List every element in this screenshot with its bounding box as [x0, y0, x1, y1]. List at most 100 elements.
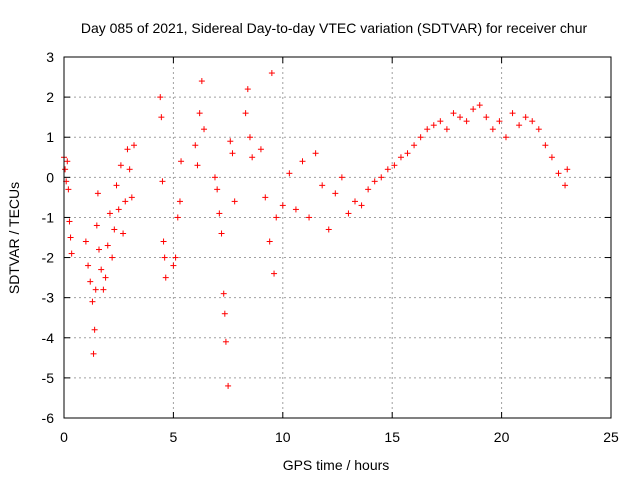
data-point — [216, 210, 223, 217]
data-point — [371, 178, 378, 185]
x-tick-label: 25 — [603, 429, 619, 445]
data-point — [509, 110, 516, 117]
data-point — [178, 158, 185, 165]
data-point — [273, 214, 280, 221]
data-point — [218, 230, 225, 237]
data-point — [516, 122, 523, 129]
data-point — [192, 142, 199, 149]
data-point — [66, 218, 73, 225]
data-point — [128, 194, 135, 201]
data-point — [548, 154, 555, 161]
data-point — [159, 178, 166, 185]
data-point — [286, 170, 293, 177]
data-point — [476, 102, 483, 109]
data-point — [222, 338, 229, 345]
data-point — [231, 198, 238, 205]
chart-title: Day 085 of 2021, Sidereal Day-to-day VTE… — [81, 20, 588, 36]
x-tick-label: 10 — [275, 429, 291, 445]
data-point — [262, 194, 269, 201]
grid-lines — [64, 57, 611, 418]
data-point — [124, 146, 131, 153]
x-tick-label: 0 — [60, 429, 68, 445]
data-point — [257, 146, 264, 153]
data-point — [502, 134, 509, 141]
y-tick-label: -1 — [42, 209, 55, 225]
data-point — [174, 214, 181, 221]
data-point — [198, 78, 205, 85]
x-axis-ticks: 0 5 10 15 20 25 — [60, 57, 619, 445]
data-point — [457, 114, 464, 121]
data-point — [64, 158, 71, 165]
data-point — [172, 254, 179, 261]
data-point — [562, 182, 569, 189]
data-point — [104, 242, 111, 249]
data-point — [117, 162, 124, 169]
data-point — [214, 186, 221, 193]
data-point — [463, 118, 470, 125]
x-tick-label: 15 — [384, 429, 400, 445]
data-point — [555, 170, 562, 177]
data-point — [268, 70, 275, 77]
y-axis-ticks: -6 -5 -4 -3 -2 -1 0 1 2 3 — [42, 49, 611, 426]
data-points — [61, 70, 571, 389]
data-point — [211, 174, 218, 181]
data-point — [411, 142, 418, 149]
data-point — [111, 226, 118, 233]
y-tick-label: -6 — [42, 410, 55, 426]
data-point — [279, 202, 286, 209]
y-tick-label: 3 — [46, 49, 54, 65]
data-point — [443, 126, 450, 133]
data-point — [93, 222, 100, 229]
data-point — [220, 290, 227, 297]
data-point — [122, 198, 129, 205]
data-point — [391, 162, 398, 169]
data-point — [522, 114, 529, 121]
data-point — [85, 262, 92, 269]
data-point — [162, 274, 169, 281]
data-point — [535, 126, 542, 133]
x-tick-label: 20 — [494, 429, 510, 445]
data-point — [266, 238, 273, 245]
data-point — [345, 210, 352, 217]
data-point — [424, 126, 431, 133]
data-point — [306, 214, 313, 221]
data-point — [417, 134, 424, 141]
data-point — [542, 142, 549, 149]
y-axis-label: SDTVAR / TECUs — [6, 182, 22, 294]
data-point — [102, 274, 109, 281]
x-tick-label: 5 — [170, 429, 178, 445]
data-point — [397, 154, 404, 161]
data-point — [437, 118, 444, 125]
y-tick-label: -5 — [42, 370, 55, 386]
data-point — [87, 278, 94, 285]
data-point — [564, 166, 571, 173]
y-tick-label: -3 — [42, 290, 55, 306]
data-point — [229, 150, 236, 157]
data-point — [100, 286, 107, 293]
data-point — [120, 230, 127, 237]
y-tick-label: 1 — [46, 129, 54, 145]
data-point — [194, 162, 201, 169]
data-point — [196, 110, 203, 117]
data-point — [271, 270, 278, 277]
y-tick-label: 2 — [46, 89, 54, 105]
data-point — [96, 246, 103, 253]
data-point — [160, 238, 167, 245]
data-point — [92, 286, 99, 293]
data-point — [157, 94, 164, 101]
data-point — [67, 234, 74, 241]
data-point — [201, 126, 208, 133]
data-point — [404, 150, 411, 157]
data-point — [94, 190, 101, 197]
data-point — [65, 186, 72, 193]
data-point — [529, 118, 536, 125]
data-point — [227, 138, 234, 145]
data-point — [91, 326, 98, 333]
data-point — [244, 86, 251, 93]
data-point — [319, 182, 326, 189]
data-point — [62, 166, 69, 173]
data-point — [384, 166, 391, 173]
data-point — [113, 182, 120, 189]
data-point — [365, 186, 372, 193]
data-point — [312, 150, 319, 157]
